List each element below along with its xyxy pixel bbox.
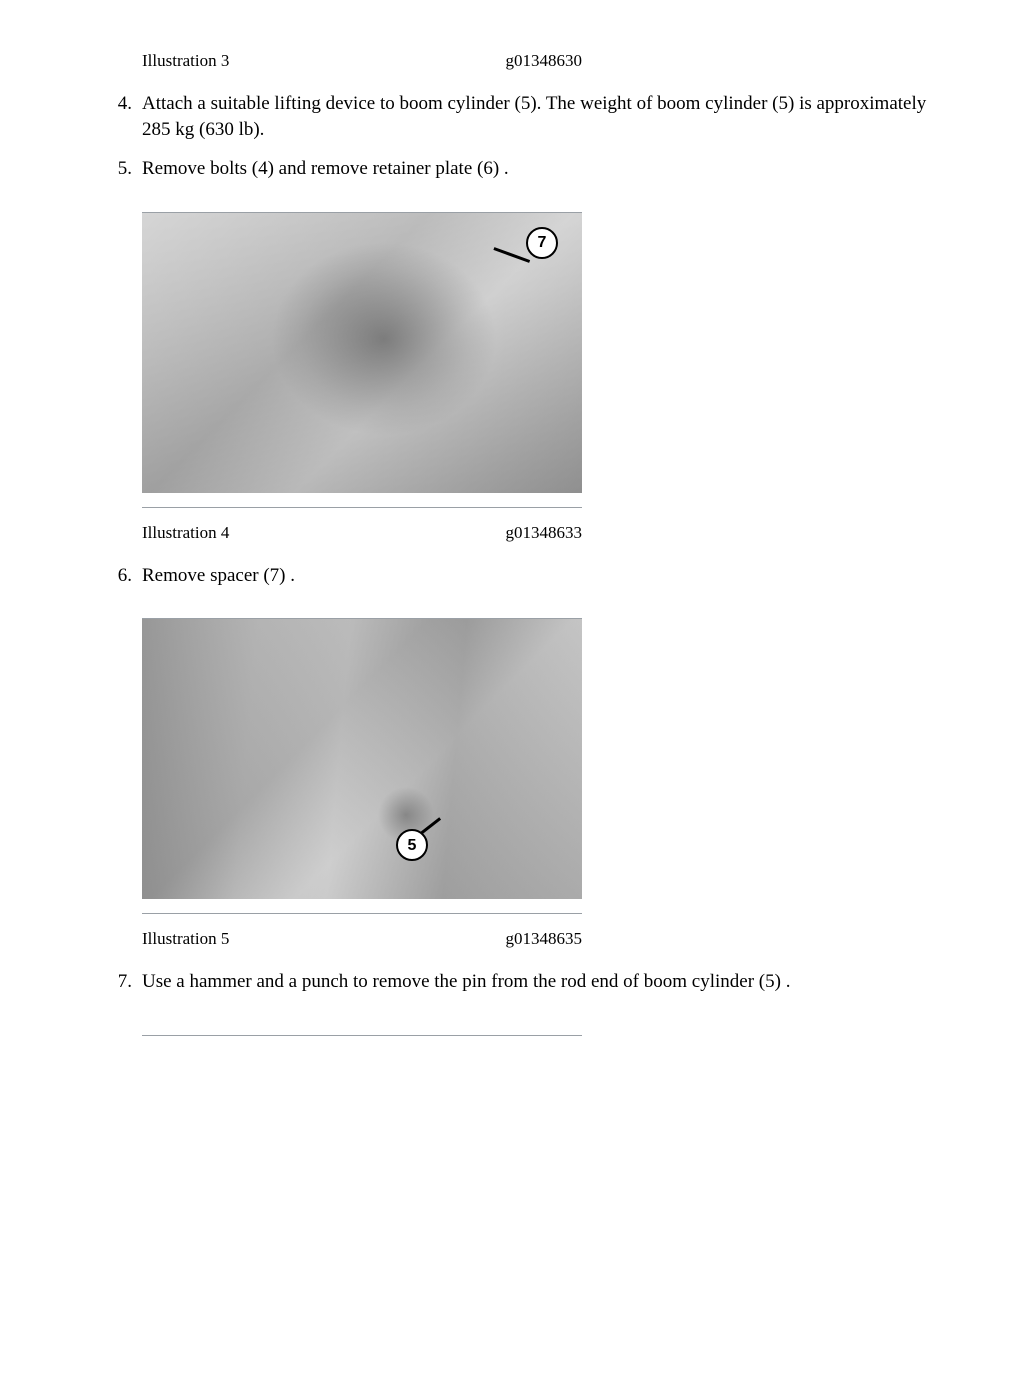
figure-rule-bottom (142, 507, 582, 508)
step-text: Attach a suitable lifting device to boom… (142, 91, 934, 142)
step-number: 6. (100, 563, 142, 589)
step-7: 7. Use a hammer and a punch to remove th… (100, 969, 934, 995)
step-number: 7. (100, 969, 142, 995)
step-4: 4. Attach a suitable lifting device to b… (100, 91, 934, 142)
figure-4: 7 (142, 212, 582, 508)
step-text: Remove bolts (4) and remove retainer pla… (142, 156, 934, 182)
caption-right: g01348635 (506, 928, 583, 951)
illustration-4-caption: Illustration 4 g01348633 (142, 518, 582, 549)
caption-right: g01348633 (506, 522, 583, 545)
illustration-3-caption: Illustration 3 g01348630 (142, 46, 582, 77)
illustration-5-caption: Illustration 5 g01348635 (142, 924, 582, 955)
caption-left: Illustration 3 (142, 50, 229, 73)
step-number: 5. (100, 156, 142, 182)
figure-4-photo: 7 (142, 213, 582, 493)
figure-5: 5 (142, 618, 582, 914)
callout-number: 7 (538, 232, 547, 254)
caption-left: Illustration 4 (142, 522, 229, 545)
figure-5-photo: 5 (142, 619, 582, 899)
step-text: Remove spacer (7) . (142, 563, 934, 589)
figure-rule-bottom (142, 913, 582, 914)
step-5: 5. Remove bolts (4) and remove retainer … (100, 156, 934, 182)
photo-shading (142, 619, 582, 899)
step-number: 4. (100, 91, 142, 142)
callout-7: 7 (526, 227, 558, 259)
step-text: Use a hammer and a punch to remove the p… (142, 969, 934, 995)
step-6: 6. Remove spacer (7) . (100, 563, 934, 589)
caption-right: g01348630 (506, 50, 583, 73)
figure-rule-next-top (142, 1035, 582, 1036)
caption-left: Illustration 5 (142, 928, 229, 951)
callout-number: 5 (408, 835, 417, 857)
